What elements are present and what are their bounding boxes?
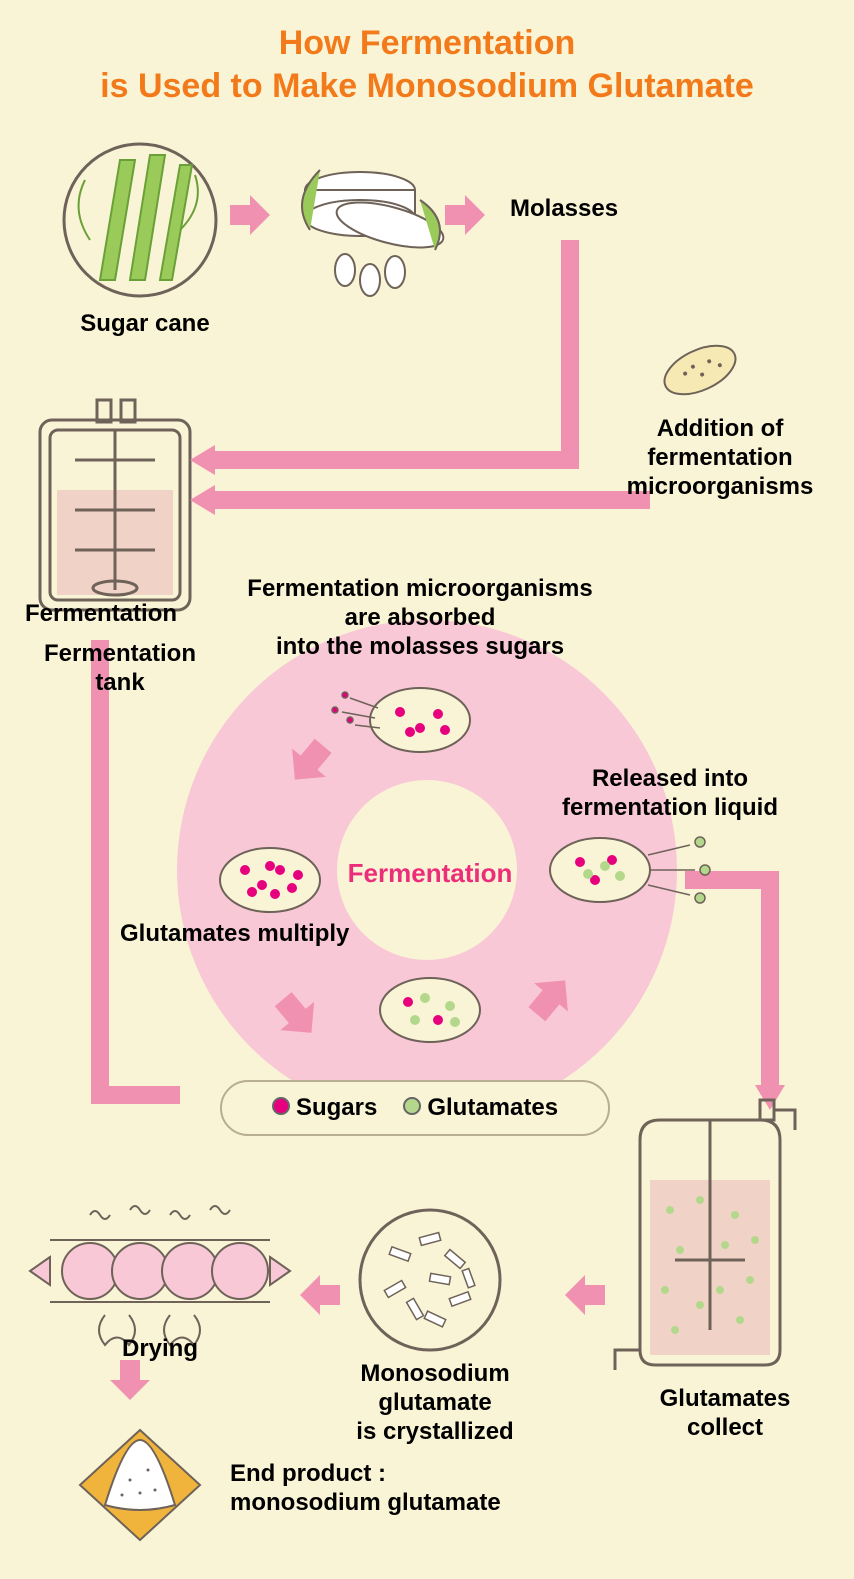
legend-glutamates: Glutamates (403, 1094, 558, 1122)
label-fermentation: Fermentation (25, 600, 205, 629)
label-released: Released into fermentation liquid (530, 765, 810, 823)
label-absorbed: Fermentation microorganisms are absorbed… (200, 575, 640, 661)
label-fermentation-center: Fermentation (330, 858, 530, 889)
label-end-product: End product : monosodium glutamate (230, 1460, 590, 1518)
label-crystallized: Monosodium glutamate is crystallized (330, 1360, 540, 1446)
label-fermentation-tank: Fermentation tank (30, 640, 210, 698)
label-microorganisms: Addition of fermentation microorganisms (605, 415, 835, 501)
label-glutamates-collect: Glutamates collect (625, 1385, 825, 1443)
legend-sugars: Sugars (272, 1094, 377, 1122)
label-molasses: Molasses (510, 195, 680, 224)
label-sugar-cane: Sugar cane (70, 310, 220, 339)
label-multiply: Glutamates multiply (120, 920, 400, 949)
legend: Sugars Glutamates (220, 1080, 610, 1136)
label-drying: Drying (100, 1335, 220, 1364)
